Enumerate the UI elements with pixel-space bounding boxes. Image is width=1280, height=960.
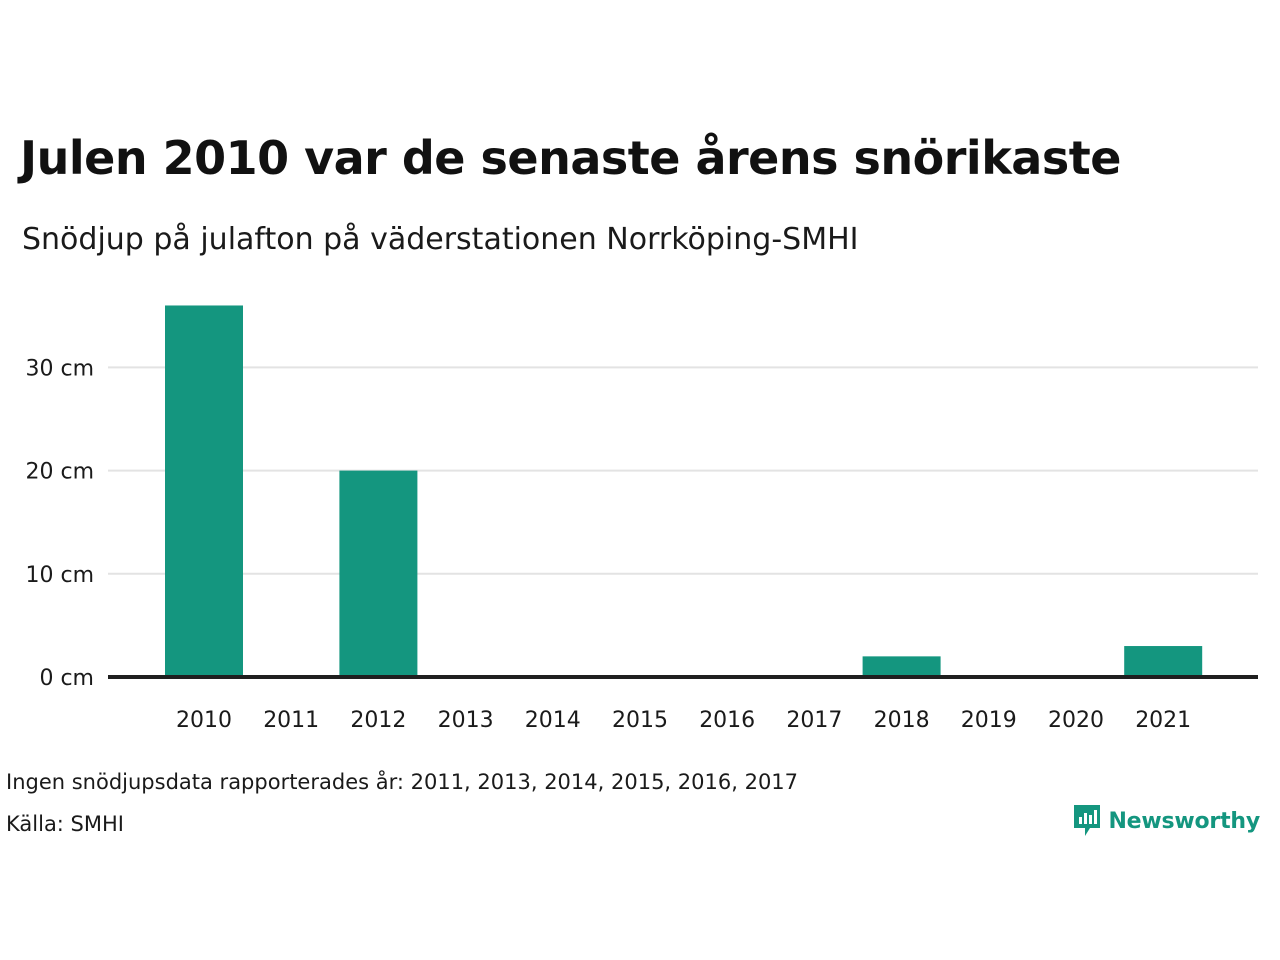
brand-name: Newsworthy: [1108, 808, 1260, 834]
x-tick-label: 2016: [699, 708, 755, 733]
x-tick-label: 2012: [350, 708, 406, 733]
x-tick-label: 2017: [786, 708, 842, 733]
missing-data-note: Ingen snödjupsdata rapporterades år: 201…: [6, 770, 799, 794]
chart-title: Julen 2010 var de senaste årens snörikas…: [20, 131, 1121, 185]
x-tick-label: 2011: [263, 708, 319, 733]
bar-2021: [1124, 646, 1203, 677]
x-tick-label: 2014: [525, 708, 581, 733]
y-tick-label: 0 cm: [39, 666, 94, 691]
x-tick-label: 2013: [438, 708, 494, 733]
y-tick-label: 10 cm: [25, 563, 94, 588]
gridlines: [108, 366, 1258, 575]
newsworthy-logo-icon: [1074, 805, 1101, 836]
bar-2012: [339, 470, 418, 677]
y-tick-label: 20 cm: [25, 460, 94, 485]
bars: [165, 305, 1203, 677]
x-tick-label: 2010: [176, 708, 232, 733]
brand-logo: Newsworthy: [1072, 804, 1260, 838]
y-axis-ticks: 0 cm 10 cm 20 cm 30 cm: [25, 356, 94, 691]
source-note: Källa: SMHI: [6, 812, 124, 836]
bar-2018: [862, 656, 941, 677]
chart-subtitle: Snödjup på julafton på väderstationen No…: [22, 222, 859, 257]
x-axis-ticks: 2010 2011 2012 2013 2014 2015 2016 2017 2018 2019…: [176, 708, 1191, 733]
bar-2010: [165, 305, 243, 677]
x-tick-label: 2019: [961, 708, 1017, 733]
x-tick-label: 2020: [1048, 708, 1104, 733]
x-tick-label: 2018: [874, 708, 930, 733]
x-tick-label: 2015: [612, 708, 668, 733]
x-tick-label: 2021: [1135, 708, 1191, 733]
y-tick-label: 30 cm: [25, 356, 94, 381]
